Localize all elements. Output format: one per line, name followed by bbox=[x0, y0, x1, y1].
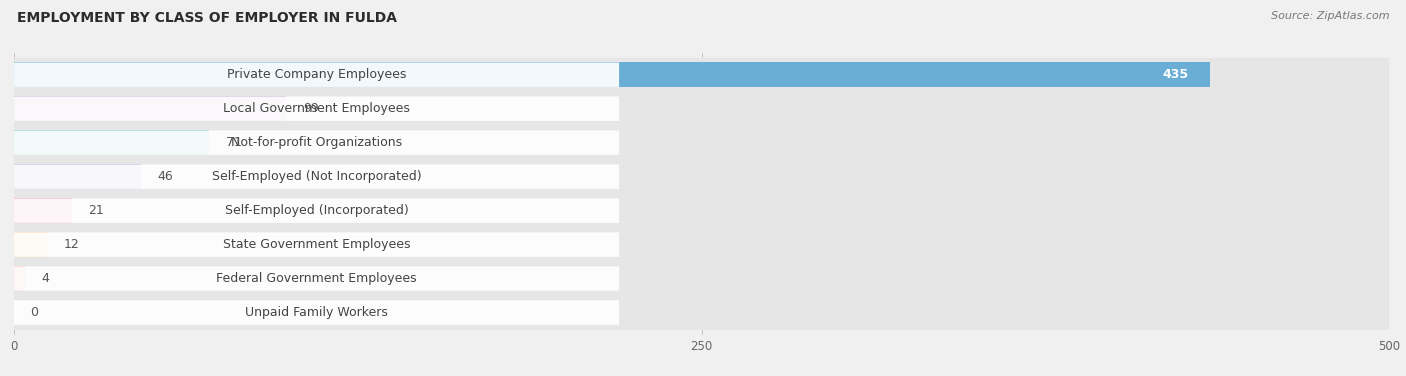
Bar bbox=[14, 266, 25, 291]
Bar bbox=[14, 97, 287, 121]
Bar bbox=[14, 296, 1389, 329]
Text: Federal Government Employees: Federal Government Employees bbox=[217, 272, 418, 285]
FancyBboxPatch shape bbox=[14, 62, 619, 87]
Text: Private Company Employees: Private Company Employees bbox=[226, 68, 406, 81]
Text: 21: 21 bbox=[89, 204, 104, 217]
FancyBboxPatch shape bbox=[14, 300, 619, 325]
Bar bbox=[14, 164, 141, 189]
Text: 71: 71 bbox=[226, 136, 242, 149]
Text: State Government Employees: State Government Employees bbox=[222, 238, 411, 251]
Bar bbox=[14, 194, 1389, 227]
Bar bbox=[14, 262, 1389, 296]
FancyBboxPatch shape bbox=[14, 58, 1389, 92]
Text: Self-Employed (Not Incorporated): Self-Employed (Not Incorporated) bbox=[212, 170, 422, 183]
Bar bbox=[14, 62, 1211, 87]
FancyBboxPatch shape bbox=[14, 262, 1389, 296]
Text: 99: 99 bbox=[302, 102, 319, 115]
FancyBboxPatch shape bbox=[14, 266, 619, 291]
FancyBboxPatch shape bbox=[14, 97, 619, 121]
FancyBboxPatch shape bbox=[14, 160, 1389, 194]
FancyBboxPatch shape bbox=[14, 227, 1389, 262]
FancyBboxPatch shape bbox=[14, 130, 619, 155]
FancyBboxPatch shape bbox=[14, 296, 1389, 329]
Bar bbox=[14, 58, 1389, 92]
FancyBboxPatch shape bbox=[14, 232, 619, 257]
Bar bbox=[14, 227, 1389, 262]
FancyBboxPatch shape bbox=[14, 199, 619, 223]
Bar bbox=[14, 232, 46, 257]
Text: 46: 46 bbox=[157, 170, 173, 183]
Text: EMPLOYMENT BY CLASS OF EMPLOYER IN FULDA: EMPLOYMENT BY CLASS OF EMPLOYER IN FULDA bbox=[17, 11, 396, 25]
Bar bbox=[14, 130, 209, 155]
Text: Source: ZipAtlas.com: Source: ZipAtlas.com bbox=[1271, 11, 1389, 21]
Text: 4: 4 bbox=[42, 272, 49, 285]
Text: 0: 0 bbox=[31, 306, 38, 319]
FancyBboxPatch shape bbox=[14, 92, 1389, 126]
Bar bbox=[14, 199, 72, 223]
Text: Self-Employed (Incorporated): Self-Employed (Incorporated) bbox=[225, 204, 409, 217]
Text: 435: 435 bbox=[1163, 68, 1188, 81]
Bar bbox=[14, 92, 1389, 126]
Text: Unpaid Family Workers: Unpaid Family Workers bbox=[245, 306, 388, 319]
FancyBboxPatch shape bbox=[14, 126, 1389, 160]
FancyBboxPatch shape bbox=[14, 164, 619, 189]
Bar bbox=[14, 126, 1389, 160]
Bar bbox=[14, 160, 1389, 194]
Text: Local Government Employees: Local Government Employees bbox=[224, 102, 411, 115]
Text: Not-for-profit Organizations: Not-for-profit Organizations bbox=[231, 136, 402, 149]
Text: 12: 12 bbox=[63, 238, 79, 251]
FancyBboxPatch shape bbox=[14, 194, 1389, 227]
